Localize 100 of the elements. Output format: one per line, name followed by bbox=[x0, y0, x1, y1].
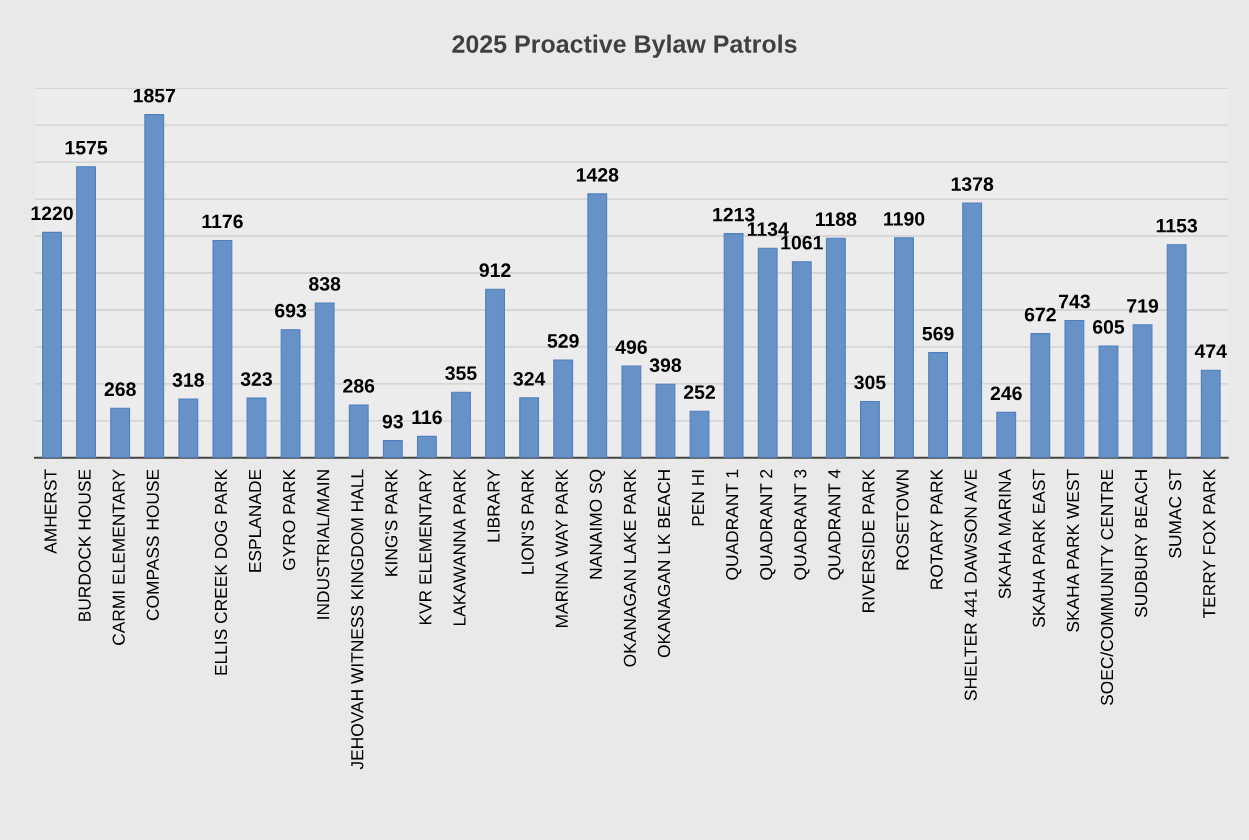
x-tick-label: SUDBURY BEACH bbox=[1134, 470, 1148, 618]
bar bbox=[110, 407, 131, 458]
x-tick-label: CARMI ELEMENTARY bbox=[112, 469, 125, 645]
bar bbox=[621, 365, 642, 458]
x-tick-label: AMHERST bbox=[44, 469, 57, 554]
bar bbox=[757, 247, 778, 458]
data-label: 93 bbox=[382, 414, 403, 429]
data-label: 1213 bbox=[713, 207, 755, 222]
bar bbox=[280, 329, 301, 458]
data-label: 719 bbox=[1127, 298, 1159, 313]
x-tick-label: LAKAWANNA PARK bbox=[453, 469, 466, 626]
data-label: 605 bbox=[1092, 320, 1125, 334]
bar bbox=[246, 397, 267, 458]
x-tick-label: QUADRANT 2 bbox=[760, 469, 776, 580]
bar bbox=[1200, 369, 1221, 458]
bar bbox=[451, 391, 471, 458]
bar bbox=[348, 404, 369, 458]
x-tick-label: COMPASS HOUSE bbox=[146, 469, 159, 621]
x-tick-label: KING'S PARK bbox=[385, 469, 398, 576]
data-label: 1061 bbox=[781, 235, 823, 250]
bar bbox=[825, 237, 846, 458]
bar bbox=[382, 440, 403, 458]
data-label: 268 bbox=[104, 382, 136, 397]
bar bbox=[485, 288, 505, 458]
x-tick-label: SUMAC ST bbox=[1169, 469, 1182, 558]
data-label: 1378 bbox=[951, 177, 994, 191]
x-tick-label: RIVERSIDE PARK bbox=[862, 469, 875, 612]
data-label: 116 bbox=[412, 410, 442, 425]
data-label: 569 bbox=[922, 326, 954, 341]
data-label: 672 bbox=[1024, 307, 1056, 322]
bar bbox=[76, 166, 97, 458]
x-tick-label: KVR ELEMENTARY bbox=[419, 469, 432, 625]
x-tick-label: JEHOVAH WITNESS KINGDOM HALL bbox=[351, 469, 364, 770]
bar bbox=[1030, 333, 1051, 458]
x-tick-label: SHELTER 441 DAWSON AVE bbox=[964, 469, 977, 701]
bar bbox=[689, 410, 710, 458]
x-tick-label: LIBRARY bbox=[487, 469, 500, 542]
x-tick-label: INDUSTRIAL/MAIN bbox=[316, 470, 330, 619]
x-tick-label: TERRY FOX PARK bbox=[1203, 469, 1216, 619]
bar bbox=[212, 239, 233, 458]
data-label: 246 bbox=[990, 386, 1022, 401]
bar bbox=[144, 114, 165, 458]
data-label: 743 bbox=[1059, 294, 1090, 309]
x-tick-label: ESPLANADE bbox=[248, 469, 262, 572]
x-tick-label: ROSETOWN bbox=[896, 470, 909, 570]
bar bbox=[1098, 345, 1119, 458]
data-label: 1176 bbox=[202, 214, 243, 229]
data-label: 252 bbox=[683, 385, 715, 400]
bar bbox=[1166, 244, 1187, 458]
bar bbox=[962, 202, 983, 458]
data-label: 355 bbox=[445, 366, 477, 381]
x-tick-label: NANAIMO SQ bbox=[589, 469, 606, 579]
x-tick-label: QUADRANT 4 bbox=[828, 469, 844, 580]
x-tick-label: BURDOCK HOUSE bbox=[78, 469, 91, 621]
data-label: 474 bbox=[1194, 344, 1227, 358]
x-tick-label: GYRO PARK bbox=[282, 469, 296, 570]
bar bbox=[723, 233, 744, 458]
x-tick-label: QUADRANT 1 bbox=[725, 469, 742, 580]
bar bbox=[791, 261, 812, 458]
data-label: 496 bbox=[615, 340, 647, 354]
bar bbox=[1132, 324, 1153, 458]
data-label: 323 bbox=[240, 372, 273, 386]
bar bbox=[416, 435, 437, 458]
x-tick-label: OKANAGAN LK BEACH bbox=[657, 470, 671, 658]
x-tick-label: SKAHA PARK WEST bbox=[1066, 469, 1080, 632]
data-label: 305 bbox=[854, 375, 886, 390]
bar bbox=[655, 383, 676, 458]
data-label: 318 bbox=[172, 373, 204, 387]
x-tick-label: MARINA WAY PARK bbox=[555, 469, 568, 628]
bar bbox=[553, 359, 574, 458]
x-tick-label: SKAHA PARK EAST bbox=[1032, 469, 1045, 628]
data-label: 1190 bbox=[884, 211, 925, 226]
bar bbox=[587, 193, 608, 458]
data-label: 398 bbox=[649, 358, 682, 373]
data-label: 1857 bbox=[133, 88, 176, 103]
data-label: 1188 bbox=[815, 212, 857, 227]
data-label: 529 bbox=[547, 334, 579, 348]
bar bbox=[314, 302, 335, 458]
data-label: 1575 bbox=[65, 140, 108, 155]
data-label: 1220 bbox=[31, 206, 73, 221]
x-tick-label: SOEC/COMMUNITY CENTRE bbox=[1100, 469, 1114, 706]
data-label: 1153 bbox=[1156, 218, 1198, 233]
bar bbox=[894, 237, 914, 458]
data-label: 324 bbox=[513, 371, 546, 386]
data-label: 286 bbox=[343, 379, 375, 393]
x-tick-label: SKAHA MARINA bbox=[998, 468, 1011, 599]
data-label: 912 bbox=[479, 263, 511, 278]
data-label: 693 bbox=[275, 303, 307, 318]
bar bbox=[996, 411, 1017, 458]
bar bbox=[1064, 319, 1085, 458]
bar bbox=[519, 397, 540, 458]
data-label: 838 bbox=[309, 276, 341, 291]
bar bbox=[928, 352, 949, 458]
x-tick-label: ROTARY PARK bbox=[930, 469, 943, 589]
x-tick-label: ELLIS CREEK DOG PARK bbox=[214, 469, 228, 675]
x-tick-label: LION'S PARK bbox=[521, 469, 534, 574]
chart-title: 2025 Proactive Bylaw Patrols bbox=[452, 34, 797, 58]
bar bbox=[178, 398, 199, 458]
bar bbox=[860, 400, 880, 458]
x-tick-label: QUADRANT 3 bbox=[794, 469, 810, 580]
